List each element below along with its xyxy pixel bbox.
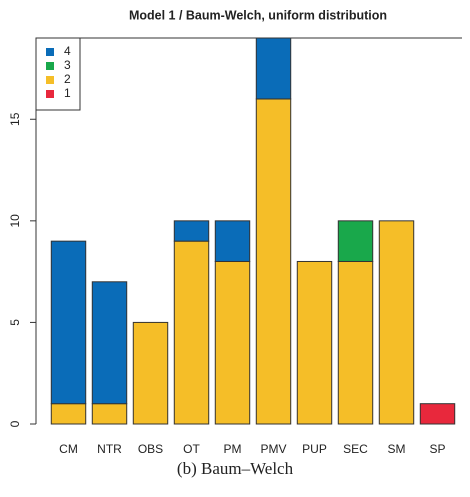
legend-swatch <box>46 62 54 70</box>
bar-segment <box>337 260 374 425</box>
bar-segment <box>378 220 415 425</box>
legend-label: 3 <box>64 58 71 72</box>
chart-title: Model 1 / Baum-Welch, uniform distributi… <box>129 8 387 22</box>
legend-label: 1 <box>64 86 71 100</box>
bar-segment <box>214 260 251 425</box>
bar-segment <box>50 403 87 425</box>
bar-segment <box>337 220 374 262</box>
bar-segment <box>50 240 87 405</box>
x-tick-label: PMV <box>260 442 286 456</box>
legend-label: 2 <box>64 72 71 86</box>
bar-segment <box>132 321 169 425</box>
caption: (b) Baum–Welch <box>177 459 294 478</box>
y-tick-label: 5 <box>8 319 22 326</box>
legend-swatch <box>46 90 54 98</box>
bar-segment <box>91 403 128 425</box>
bar-segment <box>419 403 456 425</box>
legend-swatch <box>46 48 54 56</box>
legend-label: 4 <box>64 44 71 58</box>
x-tick-label: OT <box>183 442 200 456</box>
bar-segment <box>214 220 251 262</box>
y-tick-label: 0 <box>8 420 22 427</box>
x-tick-label: OBS <box>138 442 163 456</box>
x-tick-label: SP <box>429 442 445 456</box>
bar-segment <box>91 281 128 405</box>
bar-segment <box>173 220 210 242</box>
bar-segment <box>255 37 292 100</box>
x-tick-label: SM <box>388 442 406 456</box>
y-tick-label: 15 <box>8 112 22 126</box>
bar-segment <box>296 260 333 425</box>
legend-box <box>35 37 81 111</box>
x-tick-label: SEC <box>343 442 368 456</box>
legend-swatch <box>46 76 54 84</box>
x-tick-label: PUP <box>302 442 327 456</box>
x-tick-label: CM <box>59 442 78 456</box>
x-tick-label: NTR <box>97 442 122 456</box>
x-tick-label: PM <box>224 442 242 456</box>
bar-segment <box>173 240 210 425</box>
y-tick-label: 10 <box>8 214 22 228</box>
bar-segment <box>255 98 292 425</box>
